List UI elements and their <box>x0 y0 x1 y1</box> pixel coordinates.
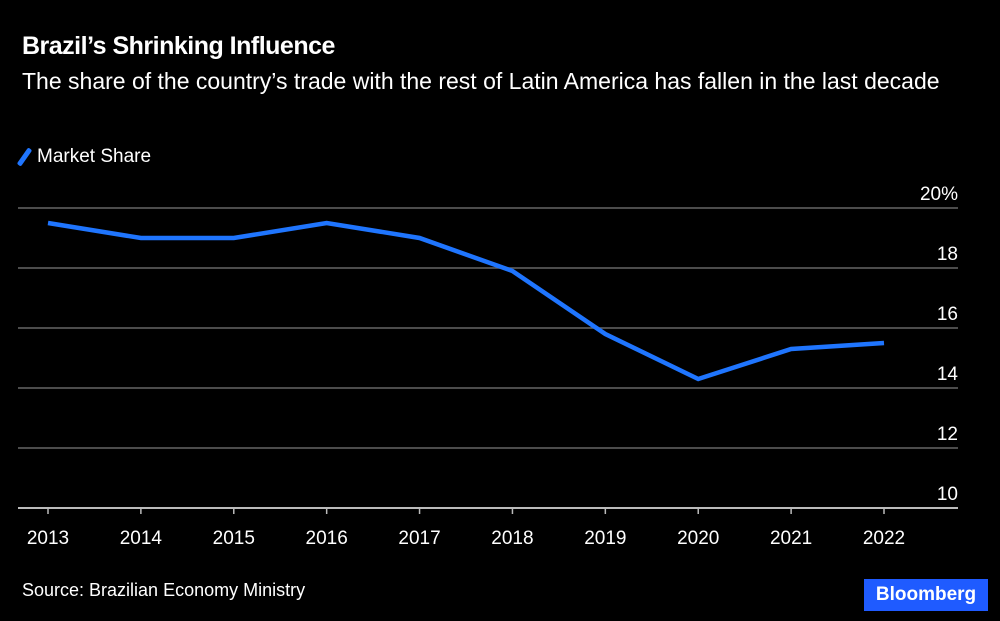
legend: Market Share <box>16 146 152 168</box>
x-tick-label: 2013 <box>27 528 69 549</box>
x-tick-label: 2017 <box>398 528 440 549</box>
x-tick-label: 2016 <box>306 528 348 549</box>
legend-label: Market Share <box>37 146 152 167</box>
chart-title: Brazil’s Shrinking Influence <box>22 32 335 60</box>
x-tick-label: 2014 <box>120 528 163 549</box>
x-tick-label: 2022 <box>863 528 905 549</box>
source-note: Source: Brazilian Economy Ministry <box>22 580 306 600</box>
x-tick-label: 2019 <box>584 528 626 549</box>
y-tick-label: 12 <box>937 424 958 445</box>
y-tick-label: 18 <box>937 244 958 265</box>
y-tick-label: 16 <box>937 304 958 325</box>
chart-subtitle: The share of the country’s trade with th… <box>22 68 940 94</box>
x-tick-label: 2020 <box>677 528 719 549</box>
x-tick-label: 2015 <box>213 528 255 549</box>
y-tick-label: 20% <box>920 184 958 205</box>
y-tick-label: 14 <box>937 364 959 385</box>
series-line-market-share <box>47 220 885 382</box>
y-tick-label: 10 <box>937 484 958 505</box>
x-tick-label: 2021 <box>770 528 812 549</box>
x-tick-label: 2018 <box>491 528 533 549</box>
bloomberg-logo: Bloomberg <box>864 579 988 611</box>
